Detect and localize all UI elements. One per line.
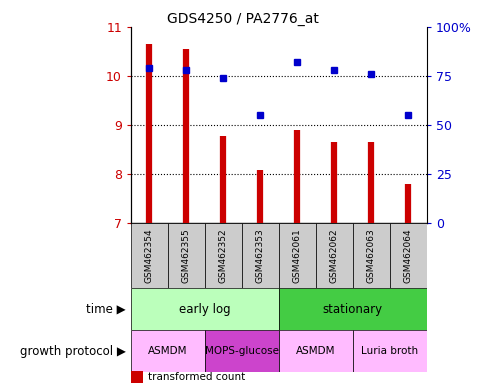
Text: GSM462061: GSM462061 xyxy=(292,228,301,283)
Text: MOPS-glucose: MOPS-glucose xyxy=(204,346,278,356)
Text: transformed count: transformed count xyxy=(148,372,245,382)
Bar xyxy=(204,330,278,372)
Bar xyxy=(352,223,389,288)
Bar xyxy=(242,223,278,288)
Bar xyxy=(167,223,204,288)
Bar xyxy=(131,223,167,288)
Bar xyxy=(352,330,426,372)
Text: GSM462064: GSM462064 xyxy=(403,228,412,283)
Text: GSM462062: GSM462062 xyxy=(329,228,338,283)
Text: GDS4250 / PA2776_at: GDS4250 / PA2776_at xyxy=(166,12,318,25)
Text: stationary: stationary xyxy=(322,303,382,316)
Bar xyxy=(204,223,242,288)
Bar xyxy=(278,288,426,330)
Text: time ▶: time ▶ xyxy=(86,303,126,316)
Text: growth protocol ▶: growth protocol ▶ xyxy=(20,345,126,358)
Text: Luria broth: Luria broth xyxy=(361,346,418,356)
Bar xyxy=(389,223,426,288)
Text: ASMDM: ASMDM xyxy=(296,346,335,356)
Text: GSM462355: GSM462355 xyxy=(182,228,191,283)
Text: early log: early log xyxy=(179,303,230,316)
Text: GSM462063: GSM462063 xyxy=(366,228,375,283)
Text: GSM462354: GSM462354 xyxy=(145,228,153,283)
Bar xyxy=(315,223,352,288)
Bar xyxy=(131,330,204,372)
Text: GSM462352: GSM462352 xyxy=(218,228,227,283)
Bar xyxy=(278,330,352,372)
Bar xyxy=(131,288,278,330)
Text: ASMDM: ASMDM xyxy=(148,346,187,356)
Text: GSM462353: GSM462353 xyxy=(256,228,264,283)
Bar xyxy=(278,223,315,288)
